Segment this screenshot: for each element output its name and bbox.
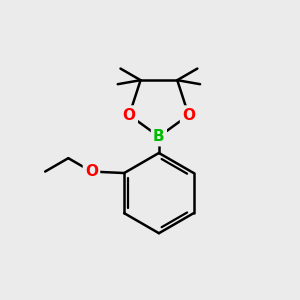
Text: O: O bbox=[182, 108, 195, 123]
Text: B: B bbox=[153, 129, 165, 144]
Text: O: O bbox=[85, 164, 98, 179]
Text: O: O bbox=[123, 108, 136, 123]
